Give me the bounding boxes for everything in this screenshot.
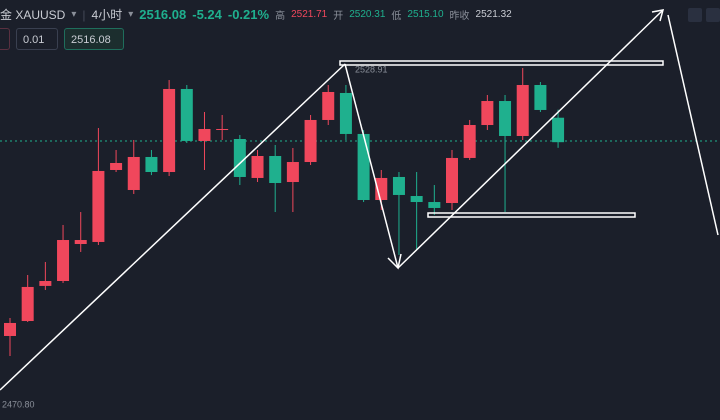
quantity-input[interactable]: 0.01 <box>16 28 58 50</box>
divider: | <box>82 7 86 22</box>
candle-body <box>481 101 494 126</box>
high-label: 高 <box>275 11 286 22</box>
candle-body <box>39 281 52 286</box>
prev-close: 2521.32 <box>475 9 512 20</box>
order-price: 2516.08 <box>71 34 111 46</box>
candle-body <box>410 196 423 203</box>
candle-body <box>446 157 458 204</box>
min-label: 2470.80 <box>2 399 35 409</box>
candle-body <box>499 101 512 136</box>
open-label: 开 <box>333 11 344 22</box>
symbol[interactable]: 金 XAUUSD <box>0 8 66 22</box>
candle-body <box>163 88 176 173</box>
candle-body <box>92 170 105 242</box>
price-button[interactable]: 2516.08 <box>64 28 124 50</box>
candle-body <box>216 128 229 130</box>
candle-body <box>251 155 264 178</box>
arrow-head <box>651 9 665 22</box>
change: -5.24 <box>192 7 222 22</box>
max-label: 2528.91 <box>355 64 388 74</box>
candle-body <box>304 119 317 163</box>
candle-body <box>534 84 547 110</box>
candle-body <box>57 240 70 282</box>
candle-body <box>428 202 441 208</box>
candle-body <box>322 91 335 120</box>
tool-button[interactable] <box>706 8 720 22</box>
candle-body <box>110 162 123 170</box>
drawings <box>0 9 719 391</box>
candle-body <box>269 155 282 183</box>
candle-body <box>127 156 140 190</box>
open: 2520.31 <box>349 9 386 20</box>
high: 2521.71 <box>291 9 328 20</box>
candle-body <box>4 322 16 336</box>
low: 2515.10 <box>407 9 444 20</box>
change-pct: -0.21% <box>227 7 270 22</box>
candle-body <box>180 88 193 141</box>
trend-line <box>0 63 346 391</box>
candle-body <box>21 286 34 322</box>
candles <box>4 67 565 356</box>
candle-body <box>74 240 87 244</box>
trend-line <box>397 9 664 269</box>
candle-body <box>357 133 370 200</box>
tool-button[interactable] <box>688 8 702 22</box>
trend-line <box>344 63 399 269</box>
candle-body <box>516 84 529 136</box>
zone-box <box>427 212 636 218</box>
sell-button[interactable] <box>0 28 10 50</box>
quantity: 0.01 <box>23 34 45 46</box>
trend-line <box>667 14 719 236</box>
zone-box <box>339 60 664 66</box>
candle-body <box>339 92 352 134</box>
prev-close-label: 昨收 <box>449 11 470 22</box>
candle-body <box>392 176 405 195</box>
low-label: 低 <box>391 11 402 22</box>
candle-body <box>233 138 246 177</box>
candle-body <box>145 156 158 173</box>
candle-body <box>463 125 476 158</box>
candle-body <box>552 117 565 143</box>
candle-body <box>286 162 299 183</box>
dropdown[interactable]: ▾ <box>128 9 134 20</box>
price: 2516.08 <box>139 7 187 22</box>
candle-body <box>198 128 211 141</box>
dropdown[interactable]: ▾ <box>71 9 77 20</box>
interval[interactable]: 4小时 <box>91 8 123 22</box>
